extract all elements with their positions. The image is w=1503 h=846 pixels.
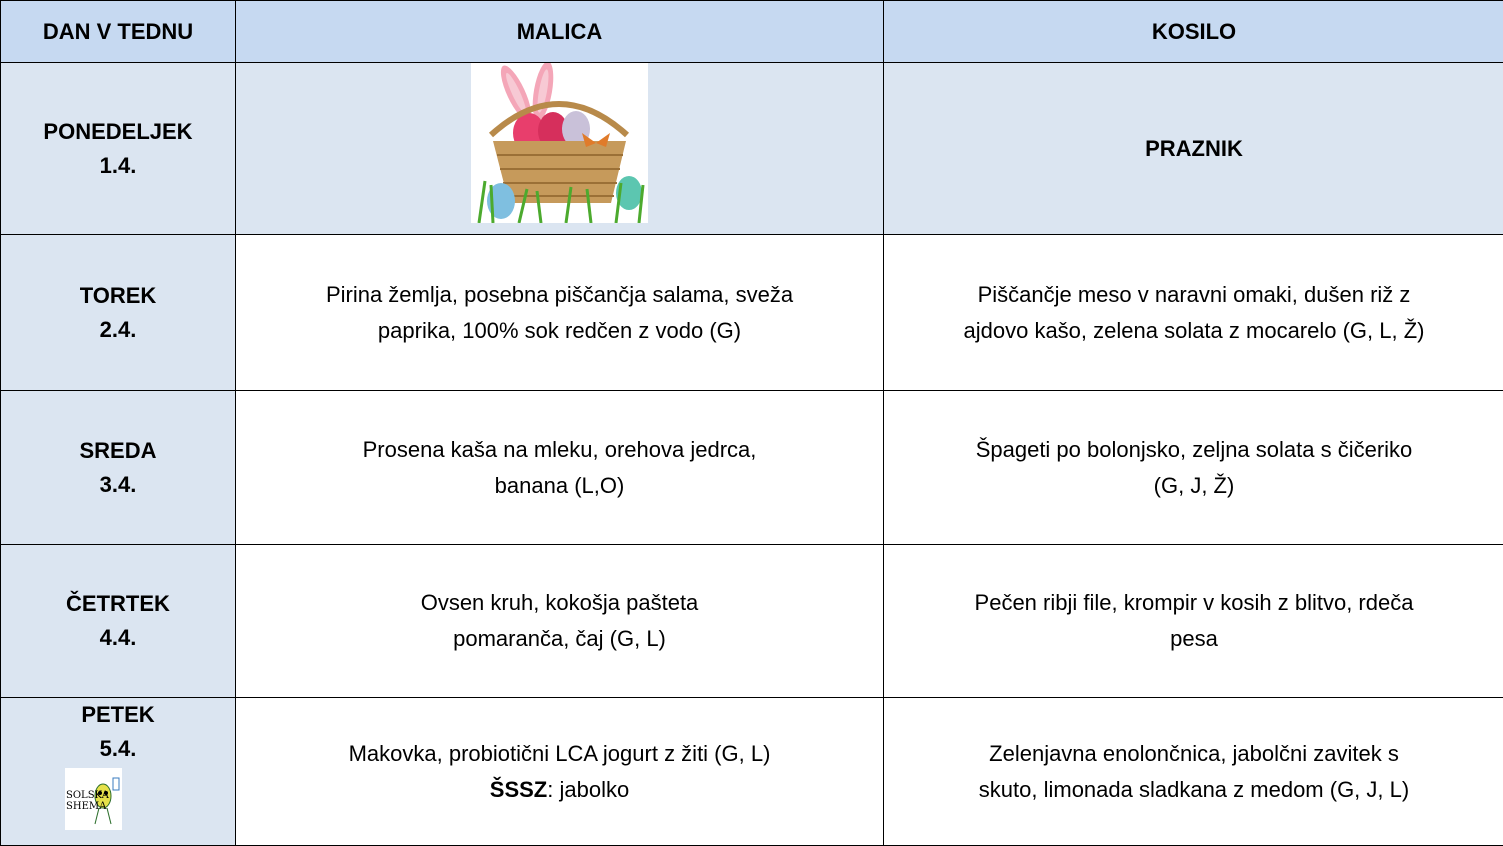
kosilo-cell: PRAZNIK [884, 63, 1503, 235]
day-text: ČETRTEK [1, 587, 235, 621]
day-text: 1.4. [1, 149, 235, 183]
malica-text: Ovsen kruh, kokošja pašteta [236, 585, 883, 621]
malica-cell: Pirina žemlja, posebna piščančja salama,… [236, 235, 884, 391]
day-text: 3.4. [1, 468, 235, 502]
easter-basket-image [471, 63, 648, 223]
malica-extra-label: ŠSSZ [490, 777, 547, 802]
day-text: PONEDELJEK [1, 115, 235, 149]
malica-text: Prosena kaša na mleku, orehova jedrca, [236, 432, 883, 468]
malica-text: pomaranča, čaj (G, L) [236, 621, 883, 657]
day-text: 4.4. [1, 621, 235, 655]
day-text: 5.4. [1, 732, 235, 766]
kosilo-text: Špageti po bolonjsko, zeljna solata s či… [884, 432, 1503, 468]
logo-line: SOLSKA [66, 790, 109, 801]
day-text: PETEK [1, 698, 235, 732]
kosilo-text: skuto, limonada sladkana z medom (G, J, … [884, 772, 1503, 808]
kosilo-text: ajdovo kašo, zelena solata z mocarelo (G… [884, 313, 1503, 349]
logo-line: SHEMA [66, 801, 109, 812]
kosilo-cell: Špageti po bolonjsko, zeljna solata s či… [884, 391, 1503, 545]
kosilo-text: PRAZNIK [884, 131, 1503, 167]
malica-extra: ŠSSZ: jabolko [236, 772, 883, 808]
kosilo-cell: Zelenjavna enolončnica, jabolčni zavitek… [884, 698, 1503, 846]
kosilo-text: (G, J, Ž) [884, 468, 1503, 504]
malica-text: Makovka, probiotični LCA jogurt z žiti (… [236, 736, 883, 772]
kosilo-text: Pečen ribji file, krompir v kosih z blit… [884, 585, 1503, 621]
kosilo-cell: Pečen ribji file, krompir v kosih z blit… [884, 545, 1503, 698]
malica-cell [236, 63, 884, 235]
malica-cell: Prosena kaša na mleku, orehova jedrca,ba… [236, 391, 884, 545]
header-cell: KOSILO [884, 1, 1503, 63]
malica-text: paprika, 100% sok redčen z vodo (G) [236, 313, 883, 349]
day-text: 2.4. [1, 313, 235, 347]
kosilo-cell: Piščančje meso v naravni omaki, dušen ri… [884, 235, 1503, 391]
malica-cell: Makovka, probiotični LCA jogurt z žiti (… [236, 698, 884, 846]
header-cell: MALICA [236, 1, 884, 63]
malica-text: Pirina žemlja, posebna piščančja salama,… [236, 277, 883, 313]
header-cell: DAN V TEDNU [1, 1, 236, 63]
kosilo-text: pesa [884, 621, 1503, 657]
malica-text: banana (L,O) [236, 468, 883, 504]
day-text: TOREK [1, 279, 235, 313]
kosilo-text: Piščančje meso v naravni omaki, dušen ri… [884, 277, 1503, 313]
kosilo-text: Zelenjavna enolončnica, jabolčni zavitek… [884, 736, 1503, 772]
malica-extra-text: : jabolko [547, 777, 629, 802]
day-text: SREDA [1, 434, 235, 468]
header-row: DAN V TEDNU MALICA KOSILO [1, 1, 1503, 63]
